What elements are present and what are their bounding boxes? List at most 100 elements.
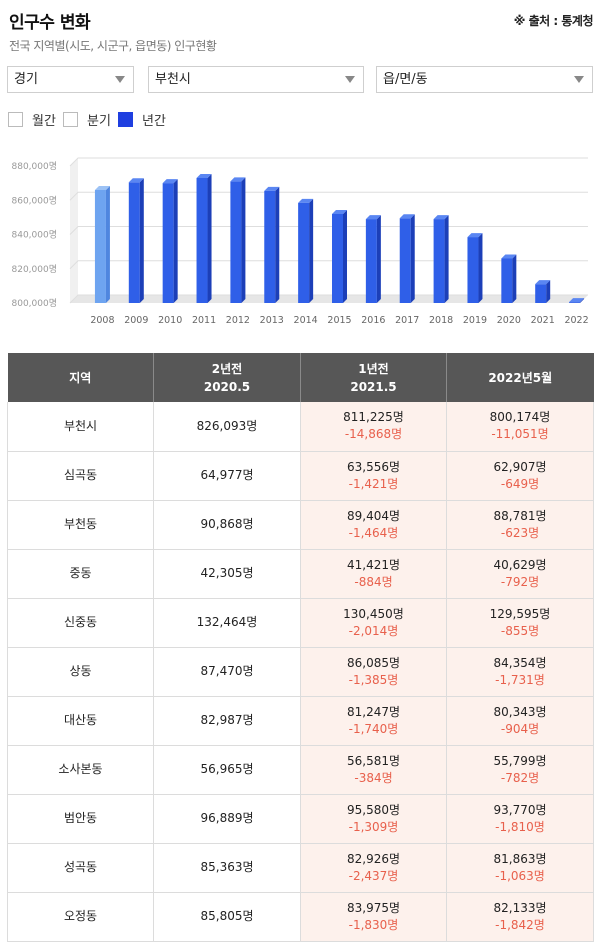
bar-2013 [264,186,280,303]
value-one-year-ago: 86,085명 [346,655,401,670]
bar-2014 [298,198,314,303]
value-one-year-ago: 63,556명 [346,459,401,474]
bar-front [128,182,140,303]
value-current: 129,595명 [489,606,551,621]
bar-side [444,215,449,303]
checkbox-yearly[interactable] [118,112,133,127]
change-one-year-ago: -1,830명 [348,917,399,932]
bar-side [139,178,144,303]
bar-side [580,298,585,303]
change-one-year-ago: -2,437명 [348,868,399,883]
chevron-down-icon [345,76,355,83]
cell-two-years-ago: 826,093명 [153,402,301,452]
cell-one-year-ago: 41,421명 -884명 [300,549,447,599]
bar-side [546,280,551,303]
province-select[interactable]: 경기 [7,66,134,93]
bar-2022 [569,298,585,303]
cell-current: 800,174명 -11,051명 [446,402,594,452]
bar-front [501,258,513,303]
bar-front [264,190,276,303]
bar-side [105,185,110,303]
bar-top [196,173,212,178]
x-tick-label: 2014 [294,315,318,326]
change-current: -855명 [500,623,540,638]
cell-region: 범안동 [7,794,154,844]
cell-current: 84,354명 -1,731명 [446,647,594,697]
value-current: 55,799명 [493,753,547,768]
period-option-monthly[interactable]: 월간 [8,110,56,129]
bar-front [230,181,242,303]
period-label-quarterly: 분기 [87,114,111,129]
cell-region: 심곡동 [7,451,154,501]
chart-gridline [69,157,588,167]
bar-side [275,186,280,303]
bar-2011 [196,173,212,303]
cell-two-years-ago: 64,977명 [153,451,301,501]
chevron-down-icon [115,76,125,83]
header-one-year-ago: 1년전 2021.5 [300,353,447,402]
change-current: -1,842명 [495,917,545,932]
cell-current: 80,343명 -904명 [446,696,594,746]
value-current: 88,781명 [493,508,547,523]
bar-front [332,213,343,303]
bar-top [94,185,110,190]
x-tick-label: 2022 [564,315,588,326]
change-current: -792명 [500,574,540,589]
cell-region: 부천동 [7,500,154,550]
cell-current: 93,770명 -1,810명 [446,794,594,844]
change-current: -623명 [500,525,540,540]
change-current: -11,051명 [491,427,549,442]
bar-side [173,179,178,303]
bar-top [230,177,246,182]
x-tick-label: 2009 [124,315,148,326]
bar-top [162,179,178,184]
value-one-year-ago: 41,421명 [346,557,401,572]
bar-2016 [365,215,381,303]
bar-2012 [230,177,246,303]
town-select[interactable]: 읍/면/동 [376,66,593,93]
bar-front [433,219,445,303]
bar-2009 [128,178,144,303]
cell-region: 성곡동 [7,843,154,893]
table-row: 부천시 826,093명 811,225명 -14,868명 800,174명 -11,0… [7,402,594,452]
period-option-yearly[interactable]: 년간 [118,110,166,129]
bar-top [332,209,347,214]
value-one-year-ago: 95,580명 [346,802,401,817]
value-current: 81,863명 [493,851,547,866]
table-row: 범안동 96,889명 95,580명 -1,309명 93,770명 -1,810명 [7,794,594,844]
bar-top [399,214,415,219]
city-select[interactable]: 부천시 [148,66,364,93]
change-current: -1,063명 [495,868,545,883]
x-tick-label: 2020 [497,315,521,326]
bar-top [569,298,585,303]
table-row: 심곡동 64,977명 63,556명 -1,421명 62,907명 -649명 [7,451,594,501]
x-tick-label: 2017 [395,315,419,326]
table-row: 대산동 82,987명 81,247명 -1,740명 80,343명 -904명 [7,696,594,746]
cell-one-year-ago: 86,085명 -1,385명 [300,647,447,697]
cell-current: 62,907명 -649명 [446,451,594,501]
checkbox-monthly[interactable] [8,112,23,127]
cell-current: 81,863명 -1,063명 [446,843,594,893]
value-one-year-ago: 83,975명 [346,900,401,915]
table-row: 성곡동 85,363명 82,926명 -2,437명 81,863명 -1,063명 [7,843,594,893]
x-tick-label: 2018 [429,315,453,326]
cell-two-years-ago: 85,363명 [153,843,301,893]
cell-one-year-ago: 56,581명 -384명 [300,745,447,795]
bar-top [467,233,483,238]
value-one-year-ago: 82,926명 [346,851,401,866]
change-one-year-ago: -1,464명 [348,525,399,540]
cell-two-years-ago: 132,464명 [153,598,301,648]
cell-one-year-ago: 95,580명 -1,309명 [300,794,447,844]
province-select-value: 경기 [14,72,38,87]
cell-one-year-ago: 81,247명 -1,740명 [300,696,447,746]
change-one-year-ago: -2,014명 [348,623,399,638]
period-option-quarterly[interactable]: 분기 [63,110,111,129]
cell-one-year-ago: 82,926명 -2,437명 [300,843,447,893]
checkbox-quarterly[interactable] [63,112,78,127]
cell-two-years-ago: 87,470명 [153,647,301,697]
value-one-year-ago: 81,247명 [346,704,401,719]
bar-side [309,198,314,303]
change-one-year-ago: -384명 [354,770,393,785]
change-current: -649명 [500,476,540,491]
header-two-years-ago: 2년전 2020.5 [153,353,301,402]
